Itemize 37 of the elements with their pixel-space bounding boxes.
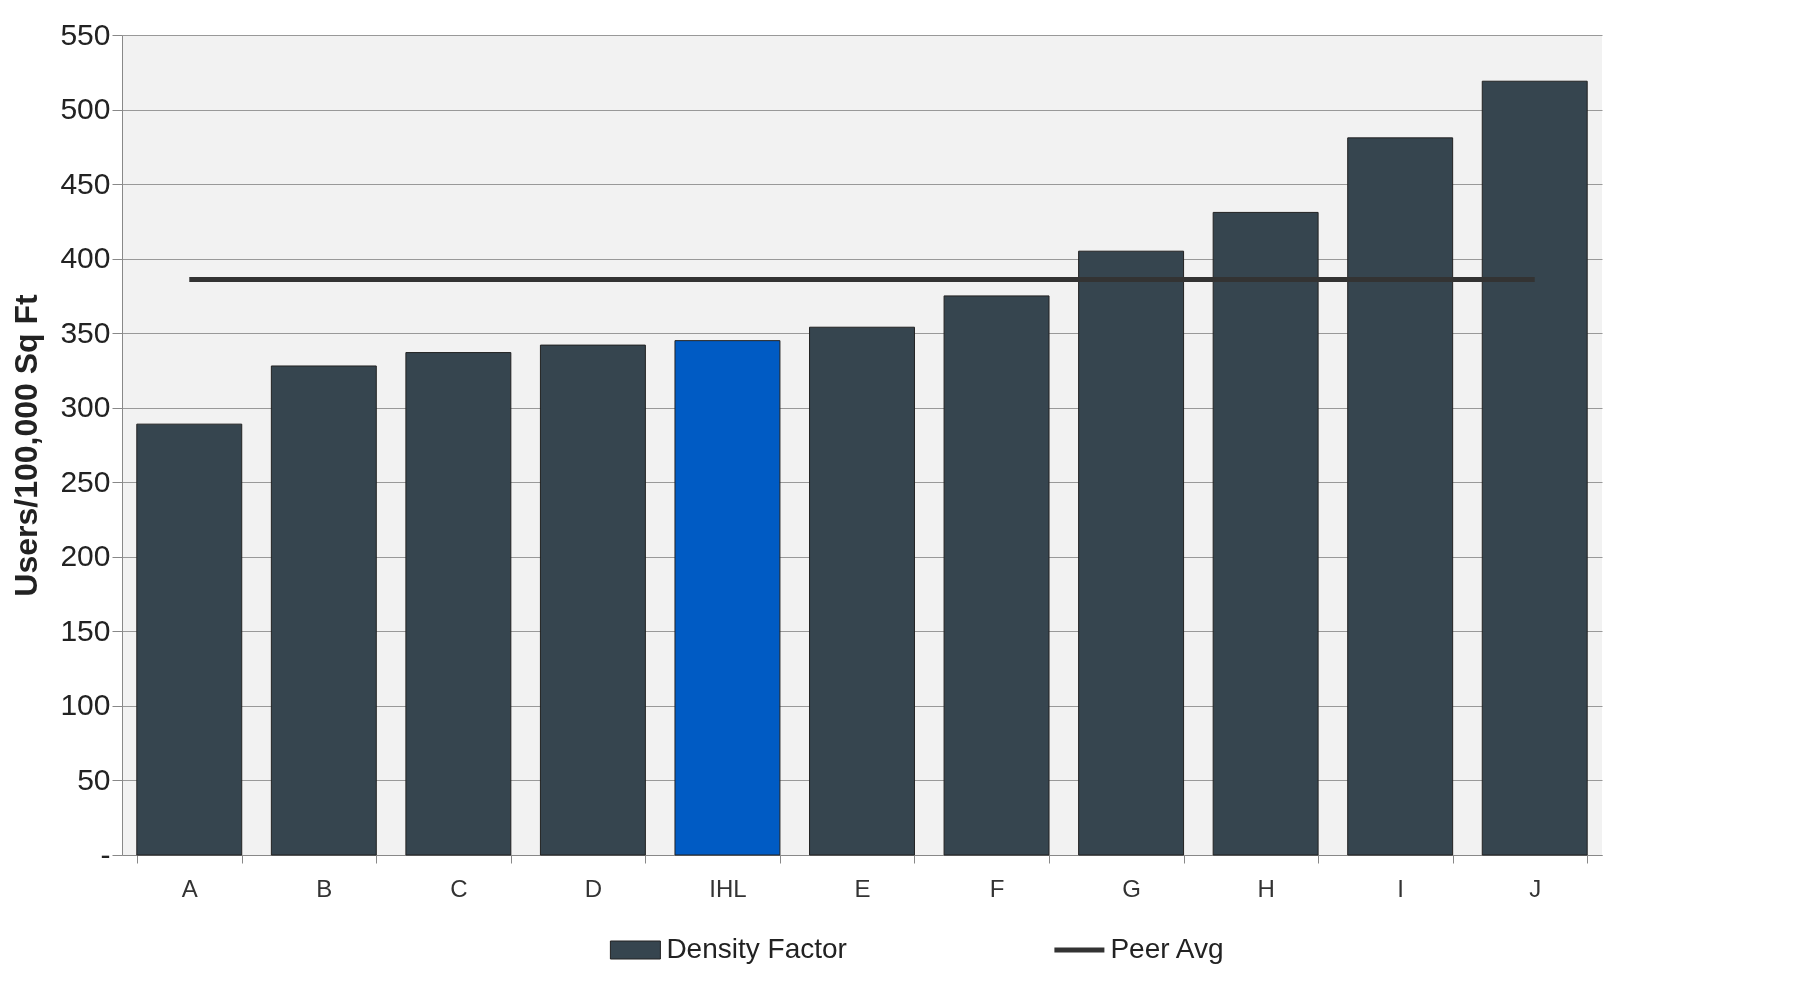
x-tick-label: J [1529,874,1542,902]
bar [943,295,1050,856]
y-tick-label: - [100,837,111,871]
bar [1212,211,1319,856]
x-tick-label: E [854,874,871,902]
bar [539,344,646,856]
x-tick-label: F [989,874,1005,902]
y-tick-label: 200 [60,539,111,573]
legend-label: Peer Avg [1110,933,1224,964]
bar [1347,137,1454,856]
y-tick-label: 100 [60,688,111,722]
x-tick-label: I [1397,874,1405,902]
bar [136,423,243,856]
y-tick-label: 400 [60,241,111,275]
bar [1481,80,1588,856]
y-tick-label: 450 [60,166,111,200]
y-tick-label: 500 [60,92,111,126]
bar [1078,250,1185,856]
y-tick-label: 300 [60,390,111,424]
y-tick-label: 350 [60,315,111,349]
y-tick-label: 50 [77,762,111,796]
x-tick-label: IHL [709,874,747,902]
bar [674,340,781,856]
y-tick-label: 550 [60,17,111,51]
legend-label: Density Factor [666,933,847,964]
x-tick-label: H [1257,874,1275,902]
x-tick-label: B [316,874,333,902]
bar [270,365,377,856]
y-axis-title: Users/100,000 Sq Ft [8,293,45,597]
x-tick-label: C [450,874,468,902]
x-tick-label: G [1122,874,1141,902]
bar [809,326,915,856]
bar [405,352,512,856]
y-tick-label: 150 [60,613,111,647]
x-tick-label: D [584,874,603,902]
x-tick-label: A [181,874,198,902]
y-tick-label: 250 [60,464,111,498]
